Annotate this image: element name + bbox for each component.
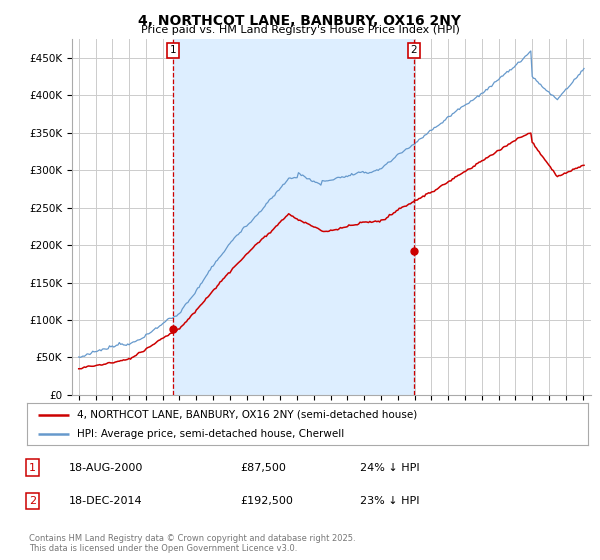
Text: 1: 1 <box>29 463 36 473</box>
Text: 4, NORTHCOT LANE, BANBURY, OX16 2NY (semi-detached house): 4, NORTHCOT LANE, BANBURY, OX16 2NY (sem… <box>77 409 418 419</box>
Text: £192,500: £192,500 <box>240 496 293 506</box>
Text: 18-AUG-2000: 18-AUG-2000 <box>69 463 143 473</box>
Text: 2: 2 <box>410 45 417 55</box>
Text: 23% ↓ HPI: 23% ↓ HPI <box>360 496 419 506</box>
Text: HPI: Average price, semi-detached house, Cherwell: HPI: Average price, semi-detached house,… <box>77 429 345 439</box>
Text: 24% ↓ HPI: 24% ↓ HPI <box>360 463 419 473</box>
Text: 2: 2 <box>29 496 36 506</box>
Text: 1: 1 <box>170 45 176 55</box>
Text: 4, NORTHCOT LANE, BANBURY, OX16 2NY: 4, NORTHCOT LANE, BANBURY, OX16 2NY <box>139 14 461 28</box>
Bar <box>173 39 414 395</box>
Text: 18-DEC-2014: 18-DEC-2014 <box>69 496 143 506</box>
Text: Contains HM Land Registry data © Crown copyright and database right 2025.
This d: Contains HM Land Registry data © Crown c… <box>29 534 355 553</box>
Text: £87,500: £87,500 <box>240 463 286 473</box>
Text: Price paid vs. HM Land Registry's House Price Index (HPI): Price paid vs. HM Land Registry's House … <box>140 25 460 35</box>
